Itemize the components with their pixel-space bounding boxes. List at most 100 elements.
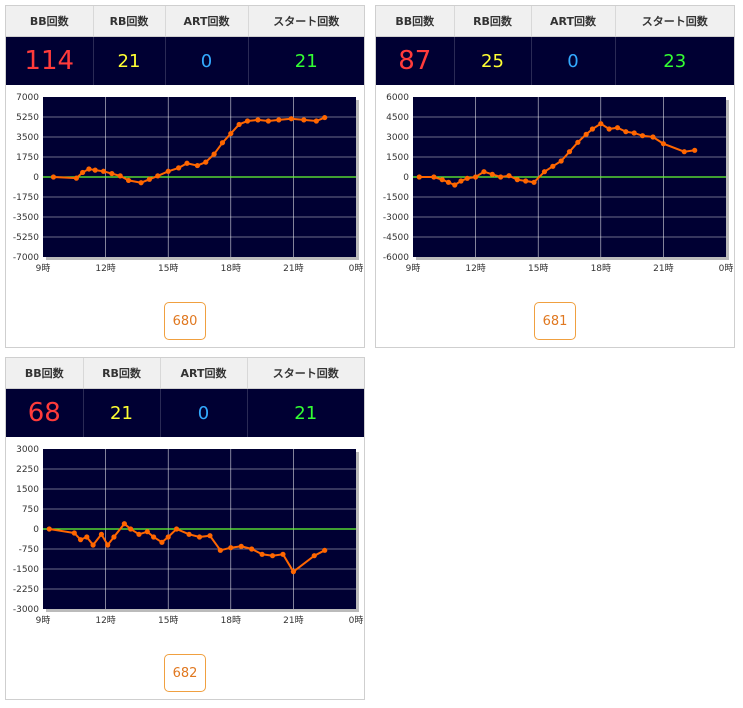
x-tick-label: 18時 [591,263,611,274]
x-tick-label: 15時 [528,263,548,274]
x-tick-label: 18時 [221,615,241,626]
data-point [155,173,161,179]
data-point [194,162,201,169]
y-tick-label: -1500 [13,565,39,575]
data-point [159,539,165,545]
x-tick-label: 12時 [95,615,115,626]
art-count: 0 [160,388,248,437]
y-tick-label: -3000 [13,605,39,615]
y-tick-label: -1500 [383,193,409,203]
x-tick-label: 15時 [158,263,178,274]
data-point [575,139,581,145]
y-tick-label: -7000 [13,253,39,263]
data-point [136,531,142,537]
header-start: スタート回数 [248,6,364,37]
data-point [639,133,646,139]
start-count: 21 [247,388,364,437]
y-tick-label: -4500 [383,233,409,243]
data-point [144,529,150,535]
machine-number-button[interactable]: 682 [164,654,206,692]
data-point [121,521,127,527]
data-point [313,118,319,124]
bb-count: 114 [6,36,94,85]
data-point [165,168,171,174]
machine-number-button[interactable]: 680 [164,302,206,340]
bb-count: 68 [6,388,84,437]
data-point [173,526,180,532]
x-tick-label: 12時 [465,263,485,274]
y-tick-label: 5250 [16,113,39,123]
machine-number-button[interactable]: 681 [534,302,576,340]
data-point [269,553,276,559]
x-tick-label: 18時 [221,263,241,274]
stats-table: BB回数 RB回数 ART回数 スタート回数 87 25 0 23 [376,6,734,85]
data-point [589,126,596,132]
data-point [276,117,282,123]
data-point [100,168,107,174]
data-point [660,141,666,147]
data-point [692,147,698,153]
header-bb: BB回数 [6,358,84,389]
machine-card-680: BB回数 RB回数 ART回数 スタート回数 114 21 0 21 7000 5… [5,5,365,348]
rb-count: 25 [454,36,532,85]
y-tick-label: -750 [19,545,40,555]
data-point [128,526,134,532]
data-point [416,174,422,180]
header-art: ART回数 [531,6,616,37]
y-tick-label: 0 [403,173,409,183]
data-point [290,569,296,575]
data-point [109,170,115,177]
x-tick-label: 21時 [283,615,303,626]
data-point [77,537,84,543]
y-tick-label: 0 [33,525,39,535]
data-point [150,534,157,540]
data-point [92,167,98,173]
header-bb: BB回数 [6,6,94,37]
data-point [458,178,464,184]
data-point [244,118,251,124]
y-tick-label: 6000 [386,93,409,103]
y-tick-label: -2250 [13,585,39,595]
header-bb: BB回数 [376,6,455,37]
art-count: 0 [531,36,616,85]
stats-table: BB回数 RB回数 ART回数 スタート回数 68 21 0 21 [6,358,364,437]
header-art: ART回数 [160,358,248,389]
data-point [255,117,261,123]
y-tick-label: 1500 [386,153,409,163]
data-point [265,118,271,124]
data-point [311,553,317,559]
data-point [681,149,687,155]
data-point [523,178,529,184]
y-tick-label: -5250 [13,233,39,243]
data-point [236,121,242,128]
data-point [98,531,105,537]
machine-card-682: BB回数 RB回数 ART回数 スタート回数 68 21 0 21 3000 22… [5,357,365,700]
x-tick-label: 9時 [36,263,51,274]
y-tick-label: -6000 [383,253,409,263]
data-point [631,130,637,136]
bb-count: 87 [376,36,455,85]
data-point [165,534,171,540]
header-start: スタート回数 [247,358,364,389]
y-tick-label: 3000 [386,133,409,143]
y-tick-label: 1500 [16,485,39,495]
data-point [117,173,123,179]
data-point [558,158,564,164]
data-point [489,171,495,177]
start-count: 23 [615,36,734,85]
data-point [280,551,286,557]
data-point [623,129,629,135]
data-point [531,179,537,185]
data-point [452,182,458,188]
y-tick-label: 0 [33,173,39,183]
y-tick-label: 2250 [16,465,39,475]
data-point [211,151,217,157]
x-tick-label: 0時 [349,615,364,626]
data-point [125,177,132,184]
data-point [84,534,90,540]
data-point [207,533,213,539]
header-rb: RB回数 [454,6,532,37]
x-tick-label: 21時 [283,263,303,274]
